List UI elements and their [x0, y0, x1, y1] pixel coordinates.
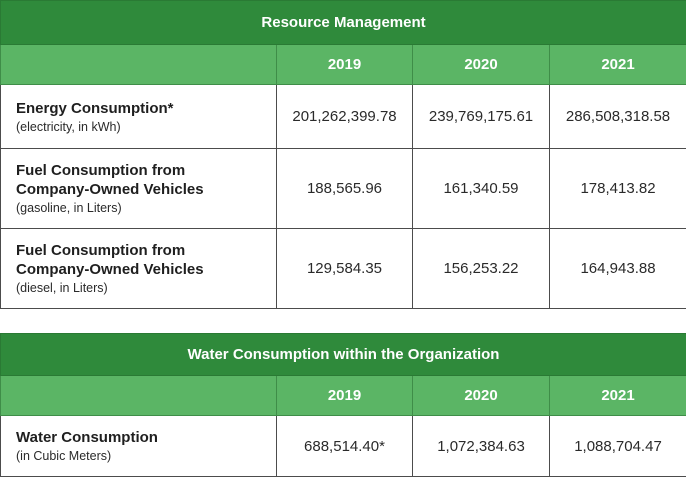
row-unit: (electricity, in kWh): [16, 119, 121, 134]
table-row: Fuel Consumption from Company-Owned Vehi…: [0, 228, 686, 309]
value-cell: 164,943.88: [548, 228, 686, 309]
header-blank-cell: [0, 44, 277, 85]
value-cell: 1,072,384.63: [412, 415, 550, 477]
value-cell: 188,565.96: [276, 148, 413, 229]
row-title: Energy Consumption*: [16, 99, 174, 117]
table-title: Water Consumption within the Organizatio…: [0, 333, 686, 376]
value-cell: 1,088,704.47: [549, 415, 686, 477]
table-row: Water Consumption (in Cubic Meters) 688,…: [0, 415, 686, 477]
resource-management-table: Resource Management 2019 2020 2021 Energ…: [0, 0, 686, 309]
year-header-2019: 2019: [276, 375, 413, 416]
row-unit: (diesel, in Liters): [16, 281, 108, 295]
year-header-2021: 2021: [549, 375, 686, 416]
row-title-line2: Company-Owned Vehicles: [16, 181, 204, 198]
row-title: Water Consumption: [16, 429, 158, 446]
row-title: Fuel Consumption from: [16, 162, 186, 179]
row-unit: (gasoline, in Liters): [16, 201, 122, 215]
row-label: Energy Consumption* (electricity, in kWh…: [0, 84, 277, 149]
table-row: Fuel Consumption from Company-Owned Vehi…: [0, 148, 686, 229]
row-title-line2: Company-Owned Vehicles: [16, 261, 204, 278]
row-title: Fuel Consumption from: [16, 242, 186, 259]
row-label: Fuel Consumption from Company-Owned Vehi…: [0, 228, 277, 309]
year-header-2021: 2021: [548, 44, 686, 85]
year-header-2020: 2020: [412, 44, 550, 85]
table-row: Energy Consumption* (electricity, in kWh…: [0, 84, 686, 149]
value-cell: 286,508,318.58: [548, 84, 686, 149]
value-cell: 688,514.40*: [276, 415, 413, 477]
value-cell: 201,262,399.78: [276, 84, 413, 149]
row-label: Water Consumption (in Cubic Meters): [0, 415, 277, 477]
water-consumption-table: Water Consumption within the Organizatio…: [0, 333, 686, 477]
row-label: Fuel Consumption from Company-Owned Vehi…: [0, 148, 277, 229]
table-title: Resource Management: [0, 0, 686, 45]
value-cell: 156,253.22: [412, 228, 550, 309]
header-blank-cell: [0, 375, 277, 416]
value-cell: 178,413.82: [548, 148, 686, 229]
value-cell: 161,340.59: [412, 148, 550, 229]
row-unit: (in Cubic Meters): [16, 449, 112, 463]
value-cell: 129,584.35: [276, 228, 413, 309]
value-cell: 239,769,175.61: [412, 84, 550, 149]
year-header-2020: 2020: [412, 375, 550, 416]
year-header-2019: 2019: [276, 44, 413, 85]
